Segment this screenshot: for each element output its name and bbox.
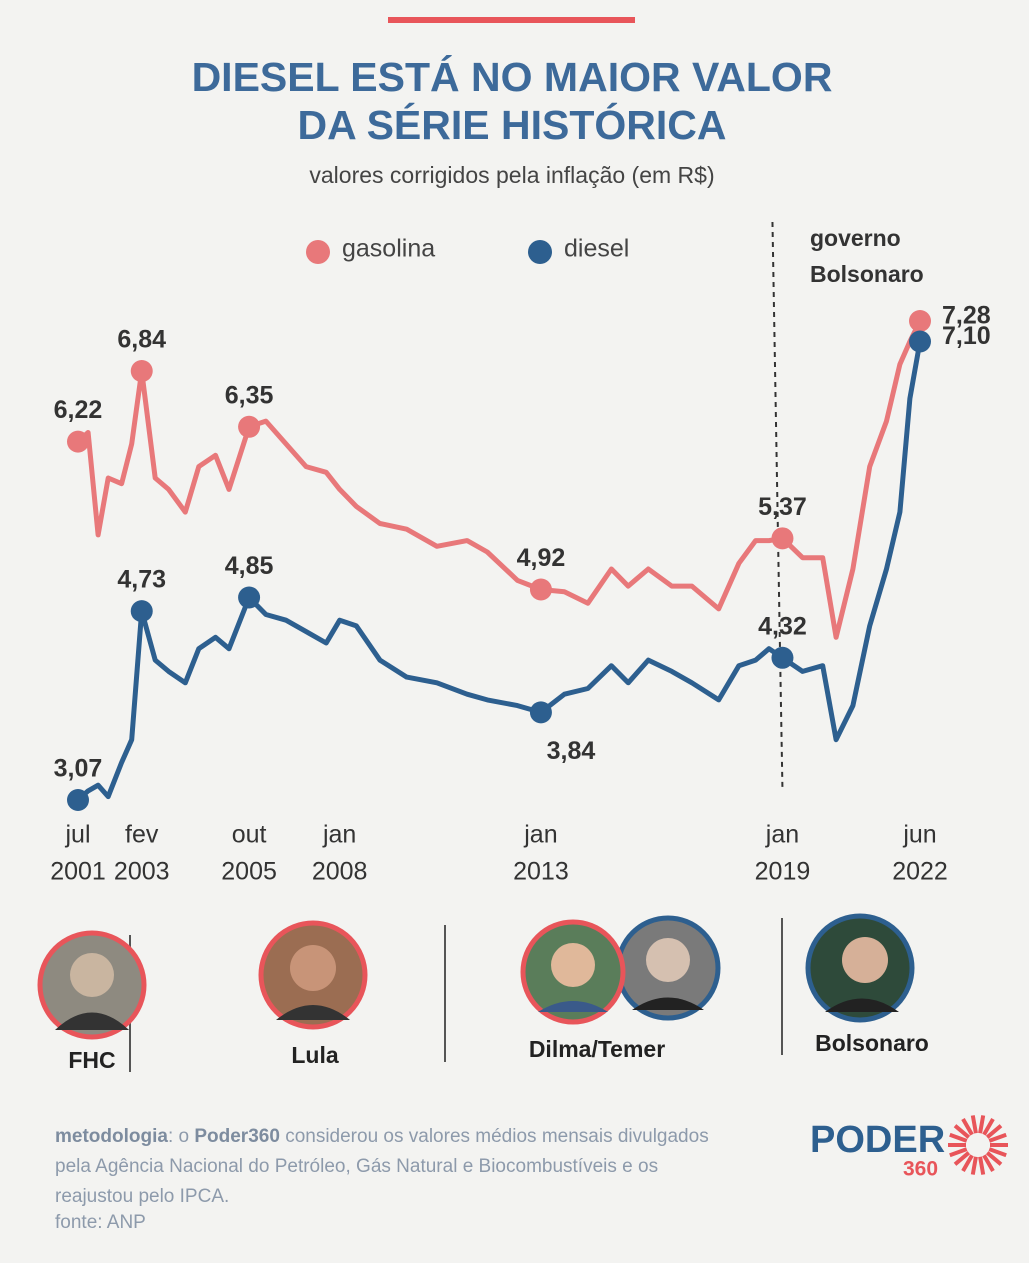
x-tick-label: 2005: [221, 858, 277, 886]
highlight-dot: [771, 646, 794, 669]
annotation-line: [771, 221, 784, 791]
value-label: 3,84: [547, 737, 596, 765]
chart-subtitle: valores corrigidos pela inflação (em R$): [309, 162, 714, 188]
series-line: [76, 319, 923, 640]
president-name: Lula: [291, 1042, 338, 1068]
photo-lula: [258, 920, 368, 1030]
president-name: Dilma/Temer: [529, 1036, 665, 1062]
x-tick-label: 2001: [50, 858, 106, 886]
logo-word: PODER: [810, 1119, 945, 1161]
value-label: 4,73: [117, 566, 166, 594]
x-tick-label: jan: [523, 821, 557, 849]
annotation-text: Bolsonaro: [810, 261, 924, 287]
x-tick-label: 2013: [513, 858, 569, 886]
x-tick-label: 2008: [312, 858, 368, 886]
president-name: FHC: [68, 1047, 115, 1073]
chart-title: DA SÉRIE HISTÓRICA: [297, 102, 726, 148]
methodology-label: metodologia: [55, 1126, 168, 1147]
methodology-intro: : o: [167, 1126, 190, 1147]
value-label: 4,32: [758, 612, 807, 640]
x-tick-label: 2022: [892, 858, 948, 886]
value-label: 7,28: [942, 302, 991, 330]
value-label: 7,10: [942, 322, 991, 350]
photo-temer: [615, 915, 721, 1021]
legend-label: gasolina: [342, 235, 435, 263]
x-tick-label: 2019: [755, 858, 811, 886]
highlight-dot: [771, 527, 794, 550]
value-label: 6,35: [225, 381, 274, 409]
highlight-dot: [67, 789, 89, 811]
highlight-dot: [529, 701, 552, 724]
logo-sun: [948, 1115, 1008, 1175]
x-tick-label: jun: [902, 821, 936, 849]
value-label: 4,85: [225, 552, 274, 580]
value-label: 6,84: [117, 326, 166, 354]
top-bar: [388, 17, 635, 23]
chart-title: DIESEL ESTÁ NO MAIOR VALOR: [192, 54, 833, 100]
highlight-dot: [130, 600, 153, 623]
annotation-text: governo: [810, 225, 901, 251]
series-line: [76, 341, 923, 802]
photo-fhc: [37, 930, 147, 1040]
brand: Poder360: [194, 1126, 280, 1147]
methodology: metodologia: o Poder360 considerou os va…: [55, 1122, 715, 1212]
photo-dilma: [520, 919, 626, 1025]
highlight-dot: [529, 578, 552, 601]
legend-swatch: [306, 240, 330, 264]
value-label: 3,07: [54, 755, 103, 783]
photo-bolsonaro: [805, 913, 915, 1023]
x-tick-label: jan: [322, 821, 356, 849]
x-tick-label: out: [232, 821, 267, 849]
logo: PODER 360: [810, 1115, 1008, 1181]
legend-label: diesel: [564, 235, 629, 263]
highlight-dot: [909, 330, 931, 353]
highlight-dot: [909, 310, 931, 332]
presidents: FHC Lula Dilma/Temer Bolsonaro: [37, 913, 929, 1073]
president-name: Bolsonaro: [815, 1030, 929, 1056]
x-tick-label: jul: [64, 821, 90, 849]
logo-number: 360: [903, 1158, 938, 1181]
highlight-dot: [67, 430, 89, 453]
x-tick-label: 2003: [114, 858, 170, 886]
highlight-dot: [238, 415, 261, 438]
source: fonte: ANP: [55, 1212, 146, 1233]
methodology-text: considerou os valores médios mensais div…: [55, 1126, 709, 1207]
highlight-dot: [130, 360, 153, 383]
x-tick-label: fev: [125, 821, 159, 849]
legend-swatch: [528, 240, 552, 264]
x-tick-label: jan: [765, 821, 799, 849]
highlight-dot: [238, 586, 261, 609]
value-label: 6,22: [54, 396, 103, 424]
value-label: 5,37: [758, 493, 807, 521]
value-label: 4,92: [517, 544, 566, 572]
